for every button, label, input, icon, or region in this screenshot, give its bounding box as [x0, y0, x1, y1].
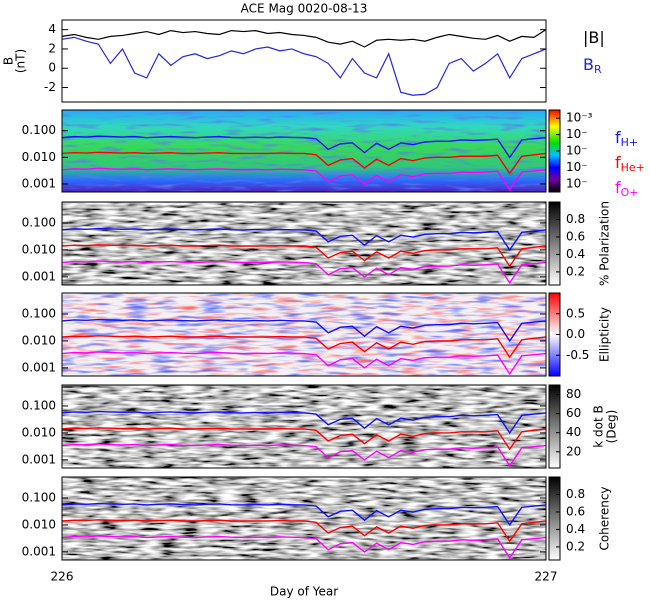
- colorbar-label: Ellipticity: [598, 307, 612, 362]
- legend-subscript: He+: [621, 161, 645, 174]
- y-tick-label: 0.001: [22, 360, 56, 374]
- colorbar-tick-label: 0.2: [566, 539, 585, 553]
- frequency-line: [61, 351, 547, 376]
- colorbar-label: (Deg): [605, 410, 619, 444]
- legend-subscript: R: [594, 63, 602, 76]
- plot-frame: [61, 292, 547, 377]
- colorbar-tick-label: 10⁻: [566, 127, 588, 141]
- colorbar-tick-label: 0.6: [566, 504, 585, 518]
- legend-name: |B|: [583, 28, 605, 47]
- legend-name: f: [615, 153, 621, 172]
- frequency-line: [61, 244, 547, 268]
- colorbar-tick-label: 10⁻³: [566, 111, 593, 125]
- y-tick-label: 0.010: [22, 425, 56, 439]
- colorbar-tick-label: 10⁻: [566, 160, 588, 174]
- y-tick-label: 0: [48, 61, 56, 75]
- spectrogram-image: [62, 202, 546, 285]
- colorbar-tick-label: 0.8: [566, 487, 585, 501]
- colorbar-label: k dot B: [592, 405, 606, 447]
- frequency-line: [61, 135, 547, 159]
- y-tick-label: 0.100: [22, 490, 56, 504]
- y-tick-label: 0.001: [22, 269, 56, 283]
- colorbar-label: Coherency: [598, 486, 612, 550]
- frequency-line: [61, 410, 547, 435]
- colorbar-tick-label: 0.0: [566, 327, 585, 341]
- y-tick-label: 0.100: [22, 398, 56, 412]
- y-tick-label: 0.100: [22, 215, 56, 229]
- frequency-line: [61, 151, 547, 175]
- frequency-line: [61, 167, 547, 192]
- legend-label: BR: [583, 55, 602, 77]
- y-tick-label: 0.010: [22, 517, 56, 531]
- colorbar-tick-label: -0.5: [566, 348, 589, 362]
- chart-title: ACE Mag 0020-08-13: [241, 2, 368, 16]
- frequency-line: [61, 227, 547, 252]
- plot-frame: [61, 109, 547, 193]
- colorbar-tick-label: 40: [566, 425, 581, 439]
- colorbar-tick-label: 0.6: [566, 229, 585, 243]
- data-line: [61, 36, 547, 96]
- spectrogram-texture: [62, 110, 546, 192]
- spectrogram-image: [62, 385, 546, 468]
- frequency-line: [61, 318, 547, 343]
- frequency-line: [61, 519, 547, 543]
- frequency-line: [61, 335, 547, 359]
- y-tick-label: 0.100: [22, 123, 56, 137]
- colorbar-tick-label: 0.8: [566, 212, 585, 226]
- legend-name: B: [583, 55, 594, 74]
- spectrogram-image: [62, 477, 546, 560]
- colorbar-tick-label: 0.4: [566, 522, 585, 536]
- frequency-line: [61, 502, 547, 527]
- colorbar-tick-label: 60: [566, 406, 581, 420]
- frequency-line: [61, 443, 547, 468]
- legend-name: f: [615, 178, 621, 197]
- y-tick-label: -2: [44, 80, 56, 94]
- legend-label: fHe+: [615, 153, 645, 175]
- x-axis-label: Day of Year: [270, 585, 338, 599]
- colorbar: [548, 384, 561, 469]
- data-line: [61, 29, 547, 48]
- frequency-line: [61, 260, 547, 285]
- colorbar: [548, 201, 561, 286]
- spectrogram-texture: [62, 293, 546, 376]
- y-axis-label: (nT): [14, 49, 28, 73]
- y-tick-label: 0.010: [22, 333, 56, 347]
- plot-frame: [61, 476, 547, 561]
- colorbar-tick-label: 10⁻: [566, 176, 588, 190]
- legend-name: f: [615, 128, 621, 147]
- y-tick-label: 4: [48, 22, 56, 36]
- plot-frame: [61, 201, 547, 286]
- y-tick-label: 0.001: [22, 544, 56, 558]
- frequency-line: [61, 427, 547, 451]
- y-tick-label: 0.001: [22, 176, 56, 190]
- y-tick-label: 0.010: [22, 150, 56, 164]
- colorbar-tick-label: 0.4: [566, 247, 585, 261]
- legend-subscript: H+: [621, 136, 639, 149]
- plot-frame: [61, 19, 547, 103]
- colorbar: [548, 476, 561, 561]
- y-tick-label: 2: [48, 41, 56, 55]
- legend-label: |B|: [583, 28, 605, 47]
- colorbar-label: % Polarization: [598, 201, 612, 286]
- y-tick-label: 0.100: [22, 306, 56, 320]
- colorbar-tick-label: 10⁻: [566, 144, 588, 158]
- y-tick-label: 0.001: [22, 452, 56, 466]
- y-tick-label: 0.010: [22, 242, 56, 256]
- legend-subscript: O+: [621, 186, 639, 199]
- legend-label: fO+: [615, 178, 639, 200]
- colorbar-tick-label: 20: [566, 444, 581, 458]
- colorbar-tick-label: 0.5: [566, 306, 585, 320]
- colorbar-tick-label: 80: [566, 387, 581, 401]
- colorbar-tick-label: 0.2: [566, 264, 585, 278]
- frequency-line: [61, 535, 547, 560]
- y-axis-label: B: [2, 57, 16, 65]
- plot-frame: [61, 384, 547, 469]
- legend-label: fH+: [615, 128, 638, 150]
- x-tick-label: 226: [51, 570, 74, 584]
- x-tick-label: 227: [535, 570, 558, 584]
